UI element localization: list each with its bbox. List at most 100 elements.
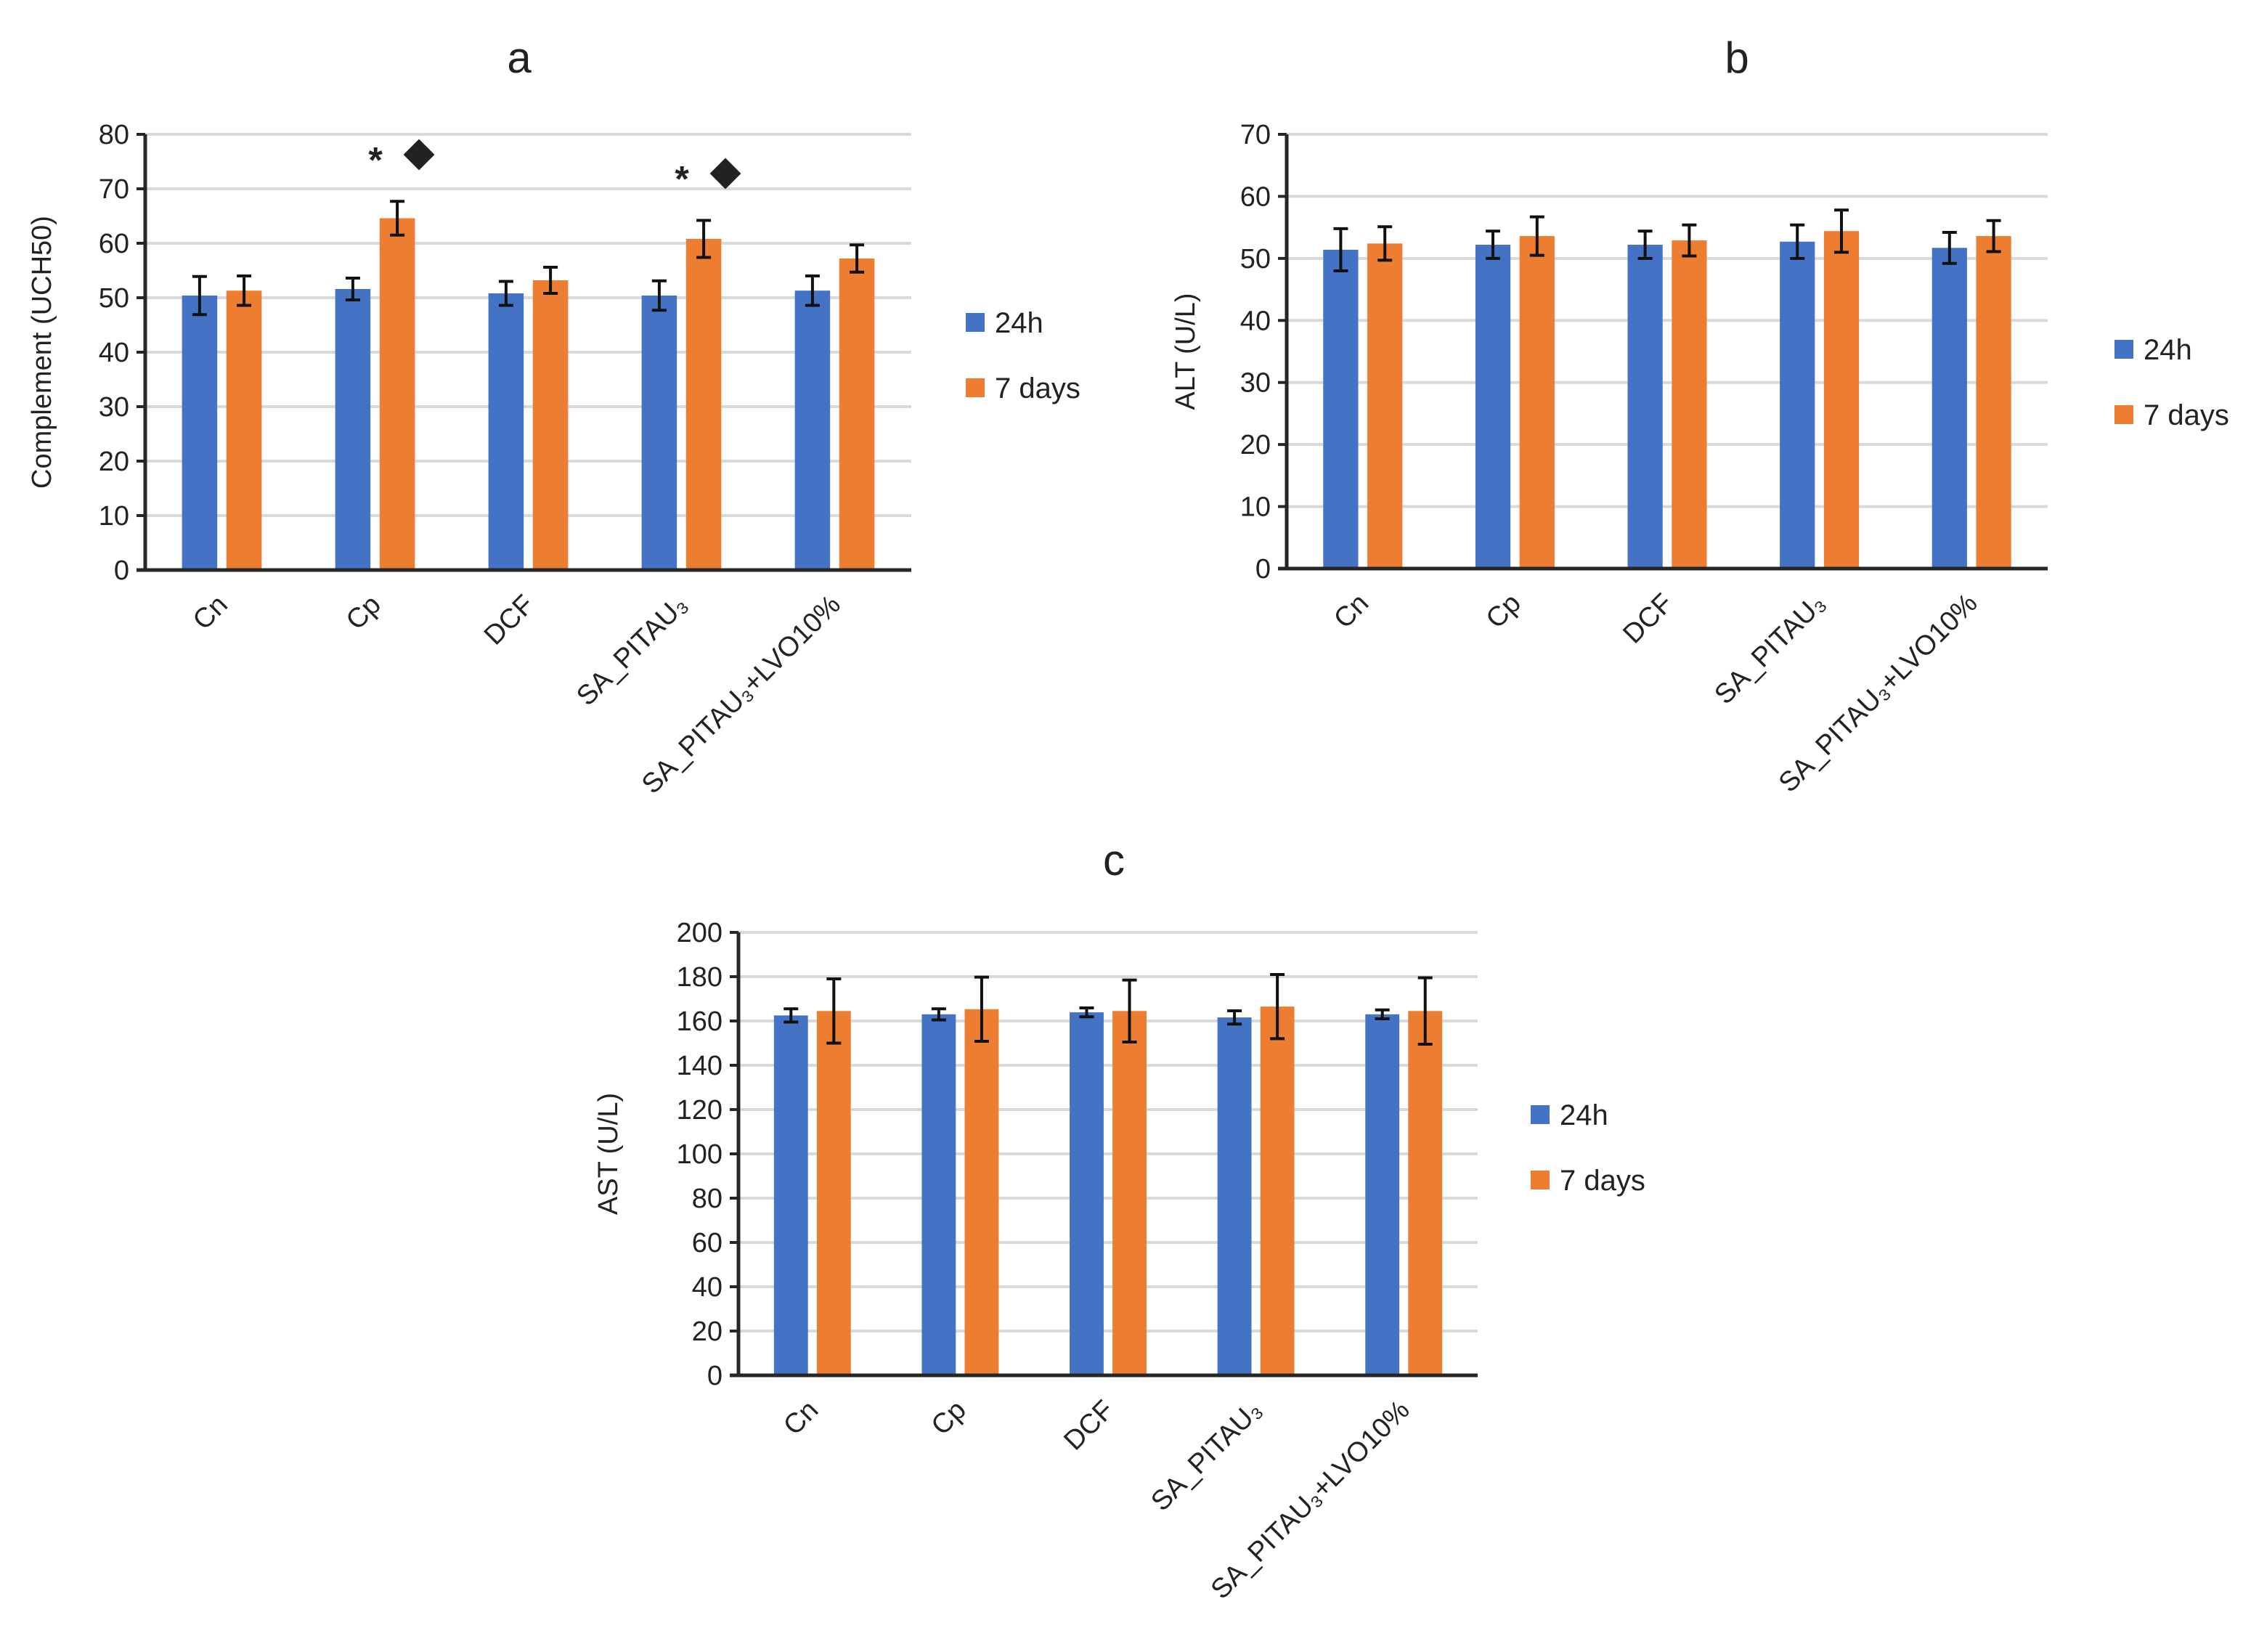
- bar-24h: [794, 290, 831, 570]
- legend-swatch-7days: [966, 378, 985, 397]
- error-bar: [1227, 1009, 1242, 1026]
- y-tick-label: 60: [99, 229, 129, 259]
- x-tick-label: SA_PITAU₃: [571, 590, 693, 712]
- bar-24h: [1932, 248, 1967, 569]
- chart-title: a: [507, 33, 532, 82]
- x-tick-label: SA_PITAU₃: [1145, 1395, 1268, 1518]
- error-bar: [345, 277, 360, 301]
- y-axis-label: Complement (UCH50): [27, 216, 57, 489]
- error-bar: [543, 266, 558, 295]
- bar-24h: [921, 1014, 956, 1375]
- legend-swatch-7days: [2114, 405, 2133, 424]
- x-tick-label: SA_PITAU₃: [1709, 588, 1831, 711]
- x-tick-label: Cn: [778, 1395, 824, 1441]
- y-tick-label: 70: [1240, 120, 1271, 150]
- y-tick-label: 30: [1240, 368, 1271, 399]
- legend-label: 24h: [1560, 1099, 1608, 1131]
- error-bar: [1790, 223, 1805, 260]
- error-bar: [1377, 225, 1393, 262]
- bar-7days: [1260, 1006, 1295, 1375]
- error-bar: [1079, 1006, 1094, 1019]
- legend-label: 7 days: [995, 373, 1080, 404]
- error-bar: [850, 243, 865, 274]
- error-bar: [1375, 1008, 1390, 1020]
- y-tick-label: 180: [677, 962, 722, 993]
- bar-24h: [1475, 245, 1511, 569]
- legend-swatch-24h: [2114, 340, 2133, 359]
- significance-asterisk: *: [368, 139, 383, 180]
- error-bar: [1529, 215, 1544, 257]
- bar-24h: [1780, 241, 1815, 569]
- y-tick-label: 0: [707, 1361, 722, 1391]
- bar-24h: [641, 296, 677, 570]
- x-tick-label: Cp: [926, 1395, 972, 1441]
- y-tick-label: 20: [692, 1317, 722, 1347]
- error-bar: [651, 279, 667, 312]
- bar-7days: [1823, 231, 1860, 569]
- bar-24h: [488, 293, 524, 570]
- y-axis-label: ALT (U/L): [1171, 293, 1201, 410]
- y-tick-label: 100: [677, 1139, 722, 1170]
- x-tick-label: DCF: [1058, 1395, 1120, 1457]
- x-tick-label: Cp: [341, 590, 387, 636]
- significance-diamond-icon: ◆: [404, 128, 435, 174]
- error-bar: [1486, 229, 1501, 260]
- legend-swatch-7days: [1531, 1171, 1550, 1189]
- legend-swatch-24h: [1531, 1105, 1550, 1124]
- legend-label: 7 days: [2144, 399, 2229, 431]
- error-bar: [1270, 972, 1285, 1041]
- error-bar: [1833, 208, 1849, 254]
- x-tick-label: Cp: [1481, 588, 1527, 635]
- error-bar: [1942, 230, 1957, 265]
- bar-7days: [816, 1011, 851, 1375]
- chart-title: c: [1103, 836, 1125, 884]
- chart-a: a 0 10 20 30 40 50 60 70 80 Complement (UCH50) Cn Cp…: [27, 33, 1080, 799]
- y-tick-label: 60: [1240, 182, 1271, 212]
- bar-7days: [1367, 243, 1403, 569]
- bar-7days: [1408, 1011, 1443, 1375]
- x-tick-label: DCF: [1617, 588, 1679, 650]
- error-bar: [1986, 219, 2001, 253]
- y-tick-label: 70: [99, 174, 129, 205]
- error-bar: [498, 280, 513, 307]
- x-tick-label: Cn: [1328, 588, 1375, 635]
- legend-label: 7 days: [1560, 1165, 1645, 1197]
- x-tick-label: DCF: [479, 590, 540, 651]
- bar-7days: [1672, 240, 1707, 569]
- y-tick-label: 10: [99, 501, 129, 532]
- legend-label: 24h: [2144, 334, 2192, 366]
- error-bar: [1122, 978, 1137, 1043]
- y-tick-label: 40: [99, 338, 129, 368]
- bar-7days: [379, 218, 415, 570]
- bar-24h: [1323, 249, 1359, 569]
- error-bar: [1637, 229, 1653, 260]
- y-tick-label: 10: [1240, 492, 1271, 523]
- bar-24h: [1365, 1014, 1400, 1375]
- y-tick-label: 20: [1240, 430, 1271, 460]
- bar-24h: [773, 1015, 808, 1375]
- y-axis-label: AST (U/L): [593, 1093, 624, 1215]
- chart-b: b 0 10 20 30 40 50 60 70 ALT (U/L) Cn Cp DCF SA_PITAU…: [1171, 33, 2229, 798]
- bar-7days: [1976, 236, 2011, 569]
- error-bar: [805, 274, 820, 307]
- bar-24h: [335, 289, 371, 570]
- y-tick-label: 80: [99, 120, 129, 150]
- y-tick-label: 140: [677, 1051, 722, 1081]
- error-bar: [783, 1007, 799, 1024]
- error-bar: [974, 975, 989, 1043]
- error-bar: [1333, 227, 1348, 272]
- bar-7days: [1519, 236, 1555, 569]
- chart-title: b: [1725, 33, 1749, 82]
- bar-24h: [1217, 1017, 1252, 1375]
- significance-diamond-icon: ◆: [710, 147, 741, 193]
- x-tick-label: Cn: [187, 590, 234, 636]
- bar-7days: [839, 259, 875, 570]
- bar-24h: [182, 296, 218, 570]
- y-tick-label: 40: [692, 1272, 722, 1303]
- y-tick-label: 200: [677, 918, 722, 948]
- error-bar: [192, 274, 207, 317]
- error-bar: [696, 219, 712, 259]
- error-bar: [1417, 976, 1433, 1046]
- error-bar: [1682, 223, 1697, 258]
- y-tick-label: 0: [114, 556, 129, 586]
